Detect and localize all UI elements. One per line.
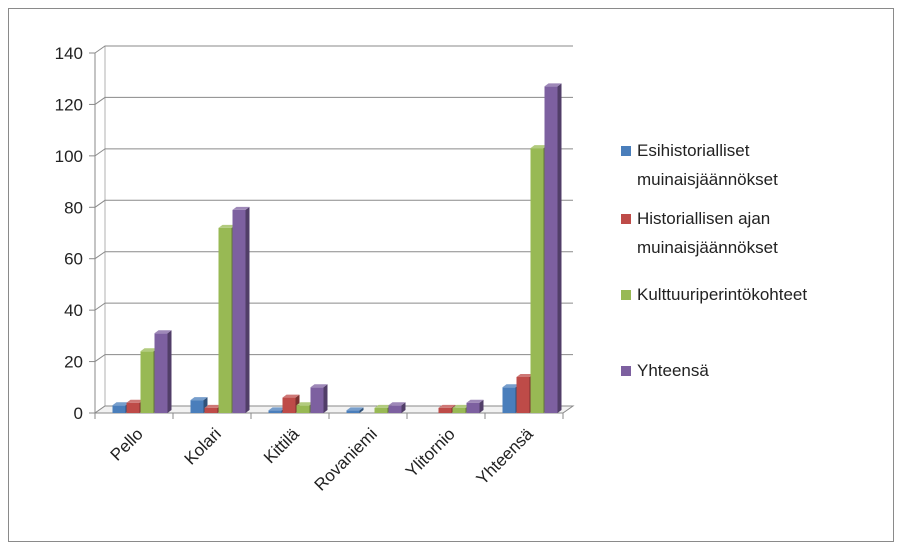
legend: Esihistorialliset muinaisjäännökset Histor… (621, 141, 807, 380)
legend-label: Historiallisen ajan muinaisjäännökset (637, 209, 778, 257)
legend-entry-3: Yhteensä (621, 361, 709, 380)
y-tick-label: 140 (55, 44, 83, 63)
bar-Kittilä-3 (310, 384, 328, 413)
legend-label: Esihistorialliset muinaisjäännökset (637, 141, 778, 189)
x-tick-label: Kittilä (260, 424, 303, 467)
legend-swatch (621, 146, 631, 156)
legend-label: Yhteensä (637, 361, 709, 380)
y-tick-label: 100 (55, 147, 83, 166)
legend-swatch (621, 290, 631, 300)
y-tick-label: 40 (64, 301, 83, 320)
x-tick-label: Rovaniemi (311, 424, 381, 494)
bar-Pello-3 (154, 330, 172, 413)
bar-Rovaniemi-0 (346, 407, 364, 413)
chart-walls (94, 46, 106, 413)
chart-frame: 0 20 40 60 80 100 120 140 Pello Kolari Kittilä Rov… (8, 8, 894, 542)
bar-Rovaniemi-3 (388, 402, 406, 413)
gridline-80 (94, 199, 573, 208)
legend-label: Kulttuuriperintökohteet (637, 285, 807, 304)
legend-swatch (621, 214, 631, 224)
legend-entry-0: Esihistorialliset muinaisjäännökset (621, 141, 778, 189)
x-axis-tick-labels: Pello Kolari Kittilä Rovaniemi Ylitornio Yhte… (94, 413, 564, 495)
legend-entry-1: Historiallisen ajan muinaisjäännökset (621, 209, 778, 257)
y-tick-label: 0 (74, 404, 83, 423)
legend-swatch (621, 366, 631, 376)
x-tick-label: Yhteensä (473, 424, 538, 489)
legend-entry-2: Kulttuuriperintökohteet (621, 285, 807, 304)
gridline-20 (94, 354, 573, 362)
bar-Ylitornio-3 (466, 399, 484, 413)
gridline-40 (94, 302, 573, 311)
gridline-120 (94, 96, 573, 105)
y-tick-label: 120 (55, 95, 83, 114)
x-tick-label: Pello (107, 424, 147, 464)
x-tick-label: Ylitornio (402, 424, 459, 481)
gridline-100 (94, 148, 573, 157)
x-tick-label: Kolari (181, 424, 225, 468)
clustered-column-chart: 0 20 40 60 80 100 120 140 Pello Kolari Kittilä Rov… (55, 44, 808, 495)
bar-Yhteensä-3 (544, 83, 562, 413)
gridline-60 (94, 251, 573, 260)
bars (112, 83, 562, 413)
y-tick-label: 20 (64, 353, 83, 372)
bar-Kolari-3 (232, 206, 250, 413)
gridline-140 (94, 45, 573, 54)
y-axis-tick-labels: 0 20 40 60 80 100 120 140 (55, 44, 95, 423)
y-tick-label: 80 (64, 198, 83, 217)
y-tick-label: 60 (64, 250, 83, 269)
